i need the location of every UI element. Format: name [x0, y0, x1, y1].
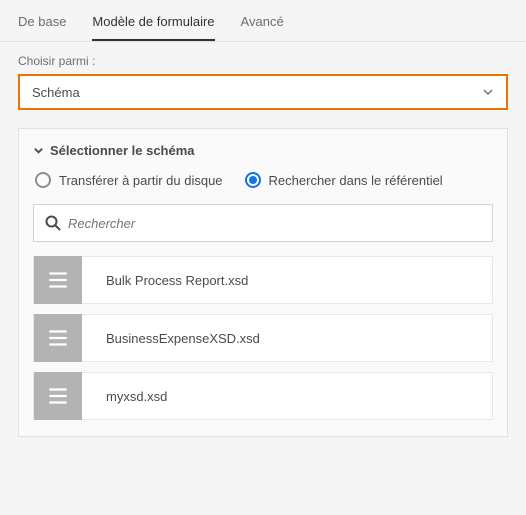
radio-group: Transférer à partir du disque Rechercher… — [33, 172, 493, 204]
search-icon — [44, 214, 62, 232]
list-item[interactable]: Bulk Process Report.xsd — [33, 256, 493, 304]
list-item[interactable]: BusinessExpenseXSD.xsd — [33, 314, 493, 362]
radio-disk[interactable]: Transférer à partir du disque — [35, 172, 223, 188]
schema-panel: Sélectionner le schéma Transférer à part… — [18, 128, 508, 437]
radio-repo-label: Rechercher dans le référentiel — [269, 173, 443, 188]
chevron-down-icon — [33, 145, 44, 156]
radio-disk-label: Transférer à partir du disque — [59, 173, 223, 188]
schema-list: Bulk Process Report.xsd BusinessExpenseX… — [33, 256, 493, 420]
tab-form-model[interactable]: Modèle de formulaire — [92, 14, 214, 41]
radio-icon — [245, 172, 261, 188]
choose-from-label: Choisir parmi : — [18, 54, 508, 68]
tab-advanced[interactable]: Avancé — [241, 14, 284, 41]
item-label: BusinessExpenseXSD.xsd — [82, 331, 260, 346]
tab-bar: De base Modèle de formulaire Avancé — [0, 0, 526, 42]
schema-select-value: Schéma — [32, 85, 80, 100]
chevron-down-icon — [482, 86, 494, 98]
radio-repository[interactable]: Rechercher dans le référentiel — [245, 172, 443, 188]
search-box[interactable] — [33, 204, 493, 242]
document-icon — [34, 256, 82, 304]
list-item[interactable]: myxsd.xsd — [33, 372, 493, 420]
panel-title: Sélectionner le schéma — [50, 143, 195, 158]
item-label: myxsd.xsd — [82, 389, 167, 404]
schema-select[interactable]: Schéma — [18, 74, 508, 110]
panel-toggle[interactable]: Sélectionner le schéma — [33, 143, 493, 158]
radio-icon — [35, 172, 51, 188]
search-input[interactable] — [62, 216, 482, 231]
tab-basic[interactable]: De base — [18, 14, 66, 41]
document-icon — [34, 314, 82, 362]
item-label: Bulk Process Report.xsd — [82, 273, 248, 288]
document-icon — [34, 372, 82, 420]
